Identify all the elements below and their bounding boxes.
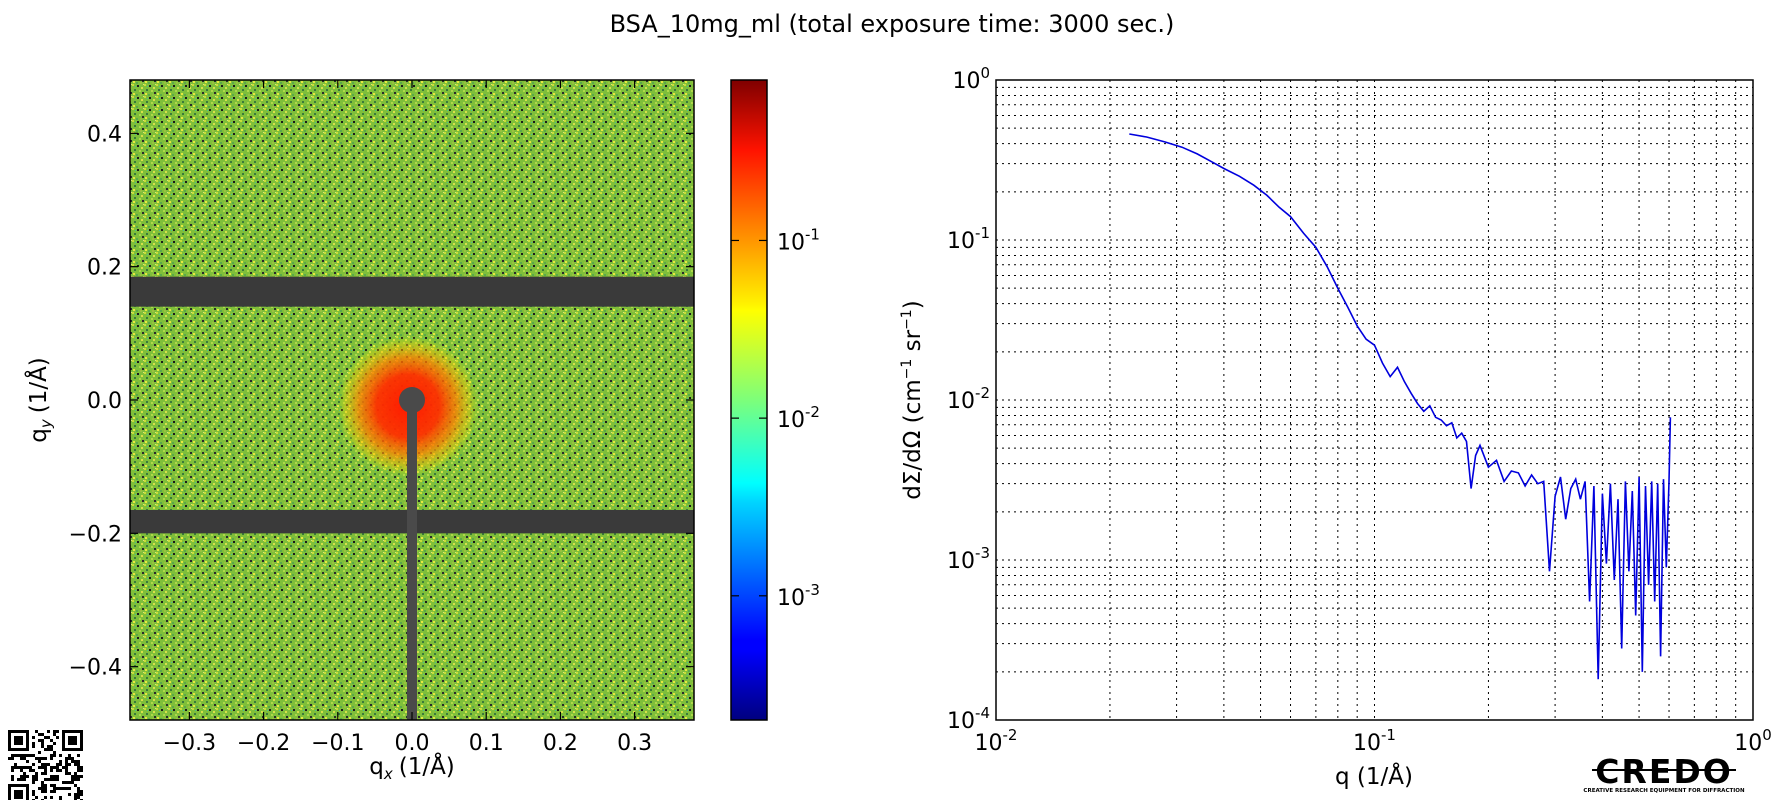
beamstop-disk [399,387,425,413]
heatmap-y-ticks: −0.4 −0.2 0.0 0.2 0.4 [69,122,694,681]
line-y-tick-label: 10-2 [947,384,990,414]
line-plot-panel: 10-2 10-1 100 10-4 10-3 10-2 10-1 100 q (1/Å) d… [899,64,1772,790]
beamstop-band-lower [130,276,694,307]
beamstop-arm [407,400,417,720]
heatmap-x-tick-label: −0.3 [163,731,216,756]
colorbar-tick-label: 10-3 [777,581,820,611]
heatmap-panel: −0.3 −0.2 −0.1 0.0 0.1 0.2 0.3 −0.4 −0.2 0.0 0.2 0… [24,79,695,783]
colorbar-tick-label: 10-1 [777,225,820,255]
heatmap-y-label: qy(1/Å) [24,357,55,443]
heatmap-y-tick-label: 0.4 [87,122,122,147]
colorbar-gradient [730,79,768,721]
heatmap-x-tick-label: 0.0 [395,731,430,756]
series-line [1129,133,1672,680]
heatmap-y-tick-label: −0.2 [69,522,122,547]
line-ticks: 10-2 10-1 100 10-4 10-3 10-2 10-1 100 [947,64,1772,756]
credo-logo-subtext: CREATIVE RESEARCH EQUIPMENT FOR DIFFRACT… [1583,788,1745,794]
line-y-tick-label: 10-4 [947,704,990,734]
line-y-tick-label: 10-3 [947,544,990,574]
heatmap-x-tick-label: −0.1 [311,731,364,756]
line-x-tick-label: 10-1 [1353,726,1396,756]
line-y-tick-label: 10-1 [947,224,990,254]
colorbar-tick-label: 10-2 [777,403,820,433]
colorbar-ticks: 10-3 10-2 10-1 [731,225,820,611]
line-y-label: dΣ/dΩ (cm−1 sr−1) [899,300,926,499]
heatmap-x-tick-label: 0.1 [469,731,504,756]
line-plot-frame [995,79,1754,721]
line-y-tick-label: 100 [952,64,990,94]
colorbar: 10-3 10-2 10-1 [730,79,820,721]
line-x-tick-label: 10-2 [975,726,1018,756]
heatmap-x-tick-label: 0.2 [543,731,578,756]
heatmap-y-tick-label: 0.2 [87,256,122,281]
qr-code-icon [8,730,83,800]
heatmap-x-label: qx (1/Å) [369,752,455,783]
heatmap-y-tick-label: 0.0 [87,389,122,414]
line-x-tick-label: 100 [1734,726,1772,756]
figure-title: BSA_10mg_ml (total exposure time: 3000 s… [610,10,1175,38]
heatmap-y-tick-label: −0.4 [69,656,122,681]
heatmap-x-tick-label: 0.3 [617,731,652,756]
line-x-label: q (1/Å) [1335,762,1413,790]
heatmap-x-tick-label: −0.2 [237,731,290,756]
credo-logo-text: CREDO [1595,752,1733,791]
line-grid [996,80,1753,720]
heatmap-x-ticks: −0.3 −0.2 −0.1 0.0 0.1 0.2 0.3 [163,80,652,756]
credo-logo: CREDO CREATIVE RESEARCH EQUIPMENT FOR DI… [1583,752,1745,794]
